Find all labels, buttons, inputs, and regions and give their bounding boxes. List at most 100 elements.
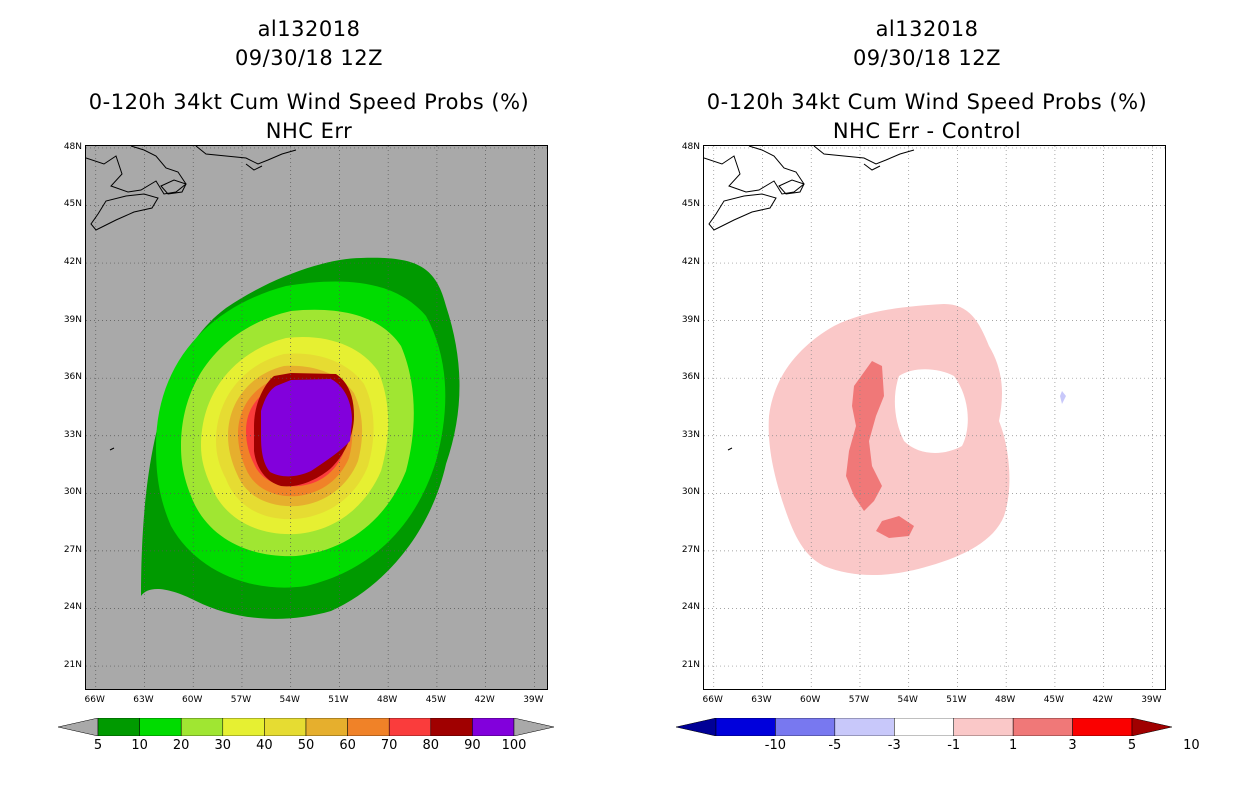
right-diff-contours bbox=[768, 304, 1066, 575]
left-lat-label: 39N bbox=[63, 314, 82, 325]
left-lat-label: 48N bbox=[63, 141, 82, 152]
diff-pos-3b bbox=[876, 516, 914, 538]
left-gridlines bbox=[86, 146, 547, 689]
right-lon-label: 66W bbox=[702, 695, 723, 705]
colorbar-high-end bbox=[513, 718, 554, 736]
right-lon-label: 60W bbox=[800, 695, 821, 705]
right-panel: al132018 09/30/18 12Z 0-120h 34kt Cum Wi… bbox=[618, 0, 1236, 800]
right-lat-label: 21N bbox=[681, 660, 700, 671]
colorbar-label: 20 bbox=[172, 738, 190, 753]
colorbar-label: 60 bbox=[339, 738, 356, 753]
left-coastline bbox=[86, 146, 297, 451]
colorbar-swatch bbox=[430, 718, 473, 736]
contour-90 bbox=[261, 379, 352, 477]
left-lat-label: 24N bbox=[63, 602, 82, 613]
left-colorbar bbox=[58, 718, 554, 736]
left-lat-label: 21N bbox=[63, 660, 82, 671]
right-product-title: 0-120h 34kt Cum Wind Speed Probs (%) bbox=[706, 90, 1148, 114]
left-lon-label: 63W bbox=[133, 695, 154, 705]
left-prob-contours bbox=[141, 257, 460, 619]
colorbar-label: 5 bbox=[1127, 738, 1137, 753]
colorbar-swatch bbox=[1072, 718, 1133, 736]
left-subtitle: NHC Err bbox=[265, 119, 353, 143]
left-lon-label: 42W bbox=[474, 695, 495, 705]
right-coastline bbox=[704, 146, 915, 451]
colorbar-swatch bbox=[180, 718, 224, 736]
left-lat-label: 27N bbox=[63, 544, 82, 555]
right-lon-label: 42W bbox=[1092, 695, 1113, 705]
colorbar-label: 50 bbox=[297, 738, 315, 753]
left-lat-label: 36N bbox=[63, 372, 82, 383]
right-lon-label: 39W bbox=[1141, 695, 1162, 705]
colorbar-label: -3 bbox=[887, 738, 901, 753]
right-lon-label: 51W bbox=[946, 695, 967, 705]
colorbar-label: -5 bbox=[828, 738, 842, 753]
left-lat-label: 33N bbox=[63, 429, 82, 440]
colorbar-label: -1 bbox=[947, 738, 961, 753]
colorbar-high-end bbox=[1131, 718, 1172, 736]
colorbar-label: 80 bbox=[422, 738, 440, 753]
colorbar-swatch bbox=[834, 718, 895, 736]
left-lon-label: 57W bbox=[230, 695, 252, 705]
colorbar-label: -10 bbox=[764, 738, 787, 753]
right-map-canvas bbox=[704, 146, 1165, 689]
colorbar-label: 70 bbox=[380, 738, 398, 753]
colorbar-label: 90 bbox=[464, 738, 481, 753]
left-lat-label: 42N bbox=[63, 257, 82, 268]
right-lat-label: 48N bbox=[681, 141, 700, 152]
colorbar-label: 100 bbox=[501, 738, 527, 753]
colorbar-label: 40 bbox=[256, 738, 273, 753]
colorbar-low-end bbox=[58, 718, 99, 736]
right-lat-label: 27N bbox=[681, 544, 700, 555]
colorbar-swatch bbox=[1012, 718, 1073, 736]
diff-pos-1 bbox=[768, 304, 1010, 575]
colorbar-swatch bbox=[97, 718, 140, 736]
colorbar-swatch bbox=[894, 718, 954, 736]
colorbar-label: 1 bbox=[1009, 738, 1018, 753]
colorbar-swatch bbox=[305, 718, 348, 736]
left-lon-label: 45W bbox=[425, 695, 447, 705]
colorbar-swatch bbox=[953, 718, 1014, 736]
left-lon-label: 48W bbox=[376, 695, 398, 705]
colorbar-swatch bbox=[472, 718, 515, 736]
right-lat-label: 45N bbox=[681, 199, 700, 210]
right-gridlines bbox=[704, 146, 1165, 689]
colorbar-swatch bbox=[264, 718, 307, 736]
right-lat-label: 42N bbox=[681, 257, 700, 268]
left-lat-label: 30N bbox=[63, 487, 82, 498]
left-map-canvas bbox=[86, 146, 547, 689]
colorbar-label: 5 bbox=[93, 738, 103, 753]
left-datetime: 09/30/18 12Z bbox=[234, 46, 384, 70]
colorbar-swatch bbox=[715, 718, 776, 736]
right-storm-id: al132018 bbox=[875, 17, 979, 41]
left-lon-label: 39W bbox=[523, 695, 544, 705]
colorbar-swatch bbox=[388, 718, 432, 736]
colorbar-label: 30 bbox=[214, 738, 232, 753]
right-colorbar bbox=[676, 718, 1172, 736]
right-lat-label: 33N bbox=[681, 429, 700, 440]
left-lon-label: 60W bbox=[182, 695, 203, 705]
colorbar-swatch bbox=[347, 718, 390, 736]
colorbar-swatch bbox=[139, 718, 182, 736]
colorbar-swatch bbox=[775, 718, 836, 736]
right-lon-label: 63W bbox=[751, 695, 772, 705]
right-lon-label: 57W bbox=[848, 695, 870, 705]
left-lon-label: 51W bbox=[328, 695, 349, 705]
right-lat-label: 36N bbox=[681, 372, 700, 383]
left-map bbox=[85, 145, 548, 690]
left-product-title: 0-120h 34kt Cum Wind Speed Probs (%) bbox=[88, 90, 530, 114]
colorbar-swatch bbox=[222, 718, 265, 736]
right-datetime: 09/30/18 12Z bbox=[852, 46, 1002, 70]
right-subtitle: NHC Err - Control bbox=[832, 119, 1022, 143]
colorbar-low-end bbox=[676, 718, 717, 736]
right-lon-label: 45W bbox=[1043, 695, 1065, 705]
colorbar-label: 10 bbox=[1183, 738, 1200, 753]
right-map bbox=[703, 145, 1166, 690]
right-lat-label: 39N bbox=[681, 314, 700, 325]
right-lat-label: 30N bbox=[681, 487, 700, 498]
colorbar-label: 10 bbox=[131, 738, 148, 753]
left-lon-label: 54W bbox=[279, 695, 300, 705]
left-lon-label: 66W bbox=[84, 695, 105, 705]
right-lon-label: 48W bbox=[994, 695, 1016, 705]
right-lat-label: 24N bbox=[681, 602, 700, 613]
